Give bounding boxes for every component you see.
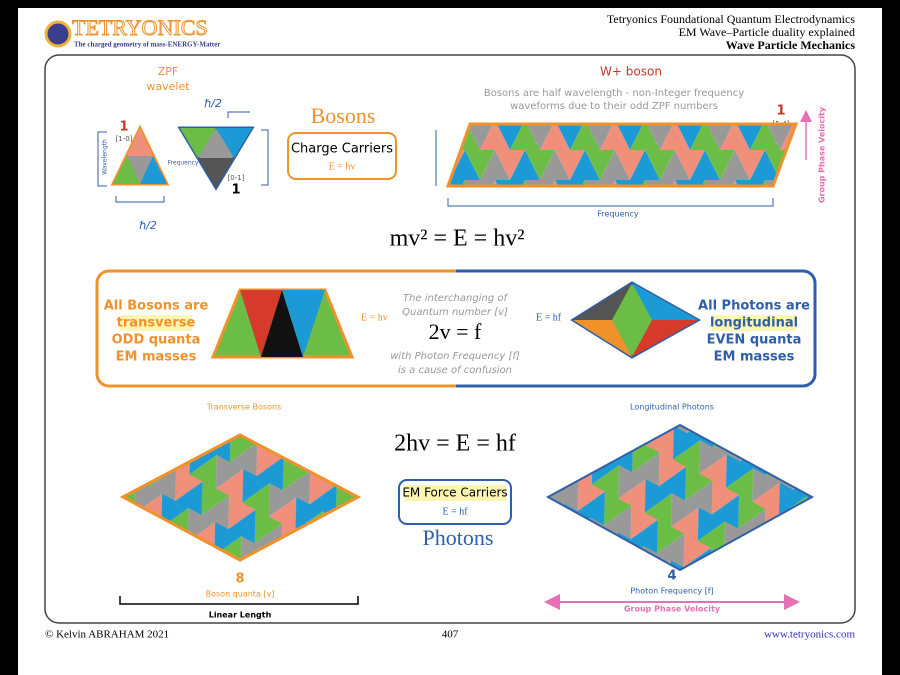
photons-statement: longitudinal bbox=[710, 316, 798, 331]
bosons-box bbox=[287, 132, 397, 180]
frequency-label: Frequency bbox=[168, 160, 199, 167]
equation: E = hv bbox=[361, 312, 388, 323]
zpf-left-triangle bbox=[110, 124, 170, 186]
w-boson-description: waveforms due to their odd ZPF numbers bbox=[510, 101, 718, 112]
note: Quantum number [v] bbox=[402, 307, 508, 318]
box-title: Charge Carriers bbox=[291, 142, 393, 157]
hbar-label: ℏ/2 bbox=[139, 219, 157, 232]
box-equation: E = hv bbox=[329, 161, 356, 172]
length-ruler bbox=[119, 596, 359, 605]
header-line: Tetryonics Foundational Quantum Electrod… bbox=[607, 12, 855, 26]
frequency-label: Frequency bbox=[597, 210, 639, 219]
boson-diamond bbox=[119, 433, 362, 562]
highlight bbox=[404, 485, 506, 501]
note: The interchanging of bbox=[403, 293, 508, 304]
w-boson-strip bbox=[445, 122, 799, 188]
content-frame bbox=[44, 54, 856, 624]
hbar-label: ℏ/2 bbox=[204, 97, 222, 110]
bosons-title: Bosons bbox=[311, 103, 376, 128]
highlight bbox=[712, 315, 796, 331]
zpf-quantum: [0-1] bbox=[228, 174, 245, 182]
photon-diamond bbox=[570, 281, 702, 359]
bosons-statement: transverse bbox=[117, 316, 196, 331]
velocity-label: Group Phase Velocity bbox=[624, 605, 721, 614]
note: is a cause of confusion bbox=[398, 365, 512, 376]
boson-trapezoid bbox=[210, 288, 355, 359]
section-title: Transverse Bosons bbox=[206, 403, 281, 412]
photons-statement: EVEN quanta bbox=[707, 333, 802, 348]
bosons-statement: ODD quanta bbox=[112, 333, 201, 348]
page-number: 407 bbox=[442, 629, 459, 641]
copyright: © Kelvin ABRAHAM 2021 bbox=[45, 629, 169, 641]
count: 8 bbox=[235, 572, 244, 587]
equation: 2hv = E = hf bbox=[394, 431, 516, 457]
box-title: EM Force Carriers bbox=[402, 486, 507, 500]
w-boson-number: 1 bbox=[776, 104, 785, 119]
equation: mv² = E = hv² bbox=[390, 226, 525, 252]
photons-statement: EM masses bbox=[714, 350, 795, 365]
ruler-label: Linear Length bbox=[209, 611, 272, 620]
page-background bbox=[18, 8, 882, 675]
w-boson-title: W+ boson bbox=[600, 65, 662, 79]
photons-statement: All Photons are bbox=[698, 299, 810, 314]
section-title: Longitudinal Photons bbox=[630, 403, 714, 412]
header-line: Wave Particle Mechanics bbox=[726, 38, 856, 52]
wavelength-label: Wavelength bbox=[102, 139, 109, 175]
count-label: Photon Frequency [f] bbox=[630, 587, 713, 596]
zpf-title: ZPF bbox=[158, 65, 179, 78]
photons-title: Photons bbox=[423, 525, 494, 550]
comparison-box bbox=[95, 269, 817, 388]
bosons-statement: EM masses bbox=[116, 350, 197, 365]
zpf-number: 1 bbox=[119, 120, 128, 135]
zpf-number: 1 bbox=[231, 183, 240, 198]
header-line: EM Wave–Particle duality explained bbox=[679, 25, 855, 39]
zpf-brackets bbox=[97, 111, 269, 203]
photon-lattice bbox=[545, 423, 815, 572]
website: www.tetryonics.com bbox=[764, 629, 855, 641]
count-label: Boson quanta [v] bbox=[206, 590, 275, 599]
zpf-right-triangle bbox=[177, 126, 255, 191]
zpf-title: wavelet bbox=[146, 80, 190, 93]
box-equation: E = hf bbox=[442, 506, 468, 517]
equation: E = hf bbox=[536, 312, 562, 323]
logo-text: TETRYONICS bbox=[72, 15, 208, 40]
logo-icon bbox=[44, 20, 72, 48]
velocity-label: Group Phase Velocity bbox=[818, 106, 827, 203]
note: with Photon Frequency [f] bbox=[390, 351, 520, 362]
w-boson-brackets bbox=[435, 130, 774, 207]
equation: 2v = f bbox=[429, 319, 482, 344]
highlight bbox=[120, 315, 192, 331]
w-boson-description: Bosons are half wavelength - non-Integer… bbox=[484, 88, 744, 99]
zpf-quantum: [1-0] bbox=[116, 135, 133, 143]
logo-tagline: The charged geometry of mass-ENERGY-Matt… bbox=[74, 41, 220, 49]
count: 4 bbox=[667, 569, 676, 584]
bosons-statement: All Bosons are bbox=[104, 299, 209, 314]
